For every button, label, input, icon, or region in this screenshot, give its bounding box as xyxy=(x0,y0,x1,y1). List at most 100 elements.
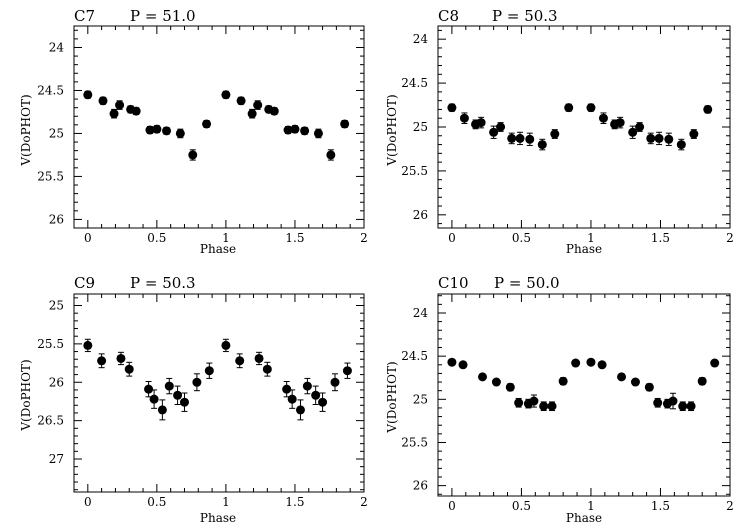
data-marker xyxy=(145,125,155,135)
data-marker xyxy=(668,396,678,406)
plot-frame xyxy=(73,25,365,229)
data-point xyxy=(550,129,560,139)
data-marker xyxy=(564,103,574,113)
x-axis-label: Phase xyxy=(566,511,602,525)
data-point xyxy=(597,360,607,370)
data-marker xyxy=(124,364,134,374)
data-point xyxy=(290,124,300,134)
data-point xyxy=(124,361,134,377)
data-point xyxy=(282,380,292,398)
data-marker xyxy=(173,390,183,400)
panel-id-label: C8 xyxy=(438,7,459,25)
data-marker xyxy=(644,382,654,392)
data-point xyxy=(144,380,154,398)
x-tick-label: 1.5 xyxy=(651,231,670,245)
y-tick-label: 25.5 xyxy=(37,337,64,351)
data-marker xyxy=(676,140,686,150)
data-marker xyxy=(116,353,126,363)
data-point xyxy=(644,382,654,392)
data-point xyxy=(635,122,645,132)
panel-c7: C7 P = 51.0 Phase V(DoPHOT) 0 0.5 1 1.5 2 24 2… xyxy=(19,7,368,256)
data-point xyxy=(235,353,245,369)
x-tick-label: 0.5 xyxy=(147,495,166,509)
data-marker xyxy=(253,100,263,110)
panel-period-label: P = 50.0 xyxy=(494,274,560,292)
x-tick-label: 0.5 xyxy=(147,231,166,245)
x-tick-label: 1 xyxy=(587,499,595,513)
x-tick-label: 0 xyxy=(448,499,456,513)
plot-frame xyxy=(73,293,365,493)
data-marker xyxy=(459,113,469,123)
x-tick-label: 0.5 xyxy=(512,499,531,513)
x-tick-label: 0 xyxy=(448,231,456,245)
data-marker xyxy=(157,405,167,415)
data-point xyxy=(676,138,686,151)
data-point xyxy=(269,106,279,116)
panel-period-label: P = 51.0 xyxy=(130,7,196,25)
data-point xyxy=(175,128,185,139)
data-marker xyxy=(247,109,257,119)
data-marker xyxy=(507,133,517,143)
y-tick-label: 26 xyxy=(413,479,428,493)
data-point xyxy=(202,119,212,129)
x-axis-label: Phase xyxy=(200,511,236,525)
x-tick-label: 1.5 xyxy=(285,231,304,245)
data-marker xyxy=(571,358,581,368)
x-tick-label: 1 xyxy=(222,495,230,509)
y-tick-label: 25 xyxy=(413,120,428,134)
data-point xyxy=(173,385,183,406)
x-tick-label: 1 xyxy=(222,231,230,245)
data-marker xyxy=(83,340,93,350)
data-point xyxy=(188,149,198,161)
data-marker xyxy=(131,106,141,116)
data-marker xyxy=(547,401,557,411)
data-point xyxy=(505,382,515,392)
data-marker xyxy=(282,384,292,394)
data-point xyxy=(283,125,293,135)
data-point xyxy=(330,373,340,392)
data-point xyxy=(571,358,581,368)
data-point xyxy=(83,338,93,353)
x-tick-label: 2 xyxy=(360,231,368,245)
y-tick-label: 26 xyxy=(413,208,428,222)
data-point xyxy=(447,357,457,367)
data-point xyxy=(83,90,93,100)
data-point xyxy=(476,116,486,129)
data-point xyxy=(491,377,501,387)
data-point xyxy=(525,132,535,146)
data-marker xyxy=(202,119,212,129)
panel-c9: C9 P = 50.3 Phase V(DoPHOT) 0 0.5 1 1.5 2 25 2… xyxy=(19,274,368,525)
data-marker xyxy=(525,134,535,144)
data-point xyxy=(564,103,574,113)
data-marker xyxy=(313,128,323,138)
data-marker xyxy=(254,353,264,363)
y-tick-label: 25.5 xyxy=(401,435,428,449)
data-point xyxy=(262,361,272,377)
data-marker xyxy=(586,357,596,367)
data-marker xyxy=(188,150,198,160)
y-tick-label: 26.5 xyxy=(37,414,64,428)
data-marker xyxy=(311,390,321,400)
data-marker xyxy=(300,126,310,136)
data-point xyxy=(537,138,547,151)
data-point xyxy=(342,362,352,379)
data-marker xyxy=(635,122,645,132)
data-point xyxy=(152,124,162,134)
data-marker xyxy=(550,129,560,139)
data-point xyxy=(630,377,640,387)
data-point xyxy=(628,125,638,139)
x-tick-label: 0.5 xyxy=(512,231,531,245)
data-marker xyxy=(302,381,312,391)
panel-c8: C8 P = 50.3 Phase V(DoPHOT) 0 0.5 1 1.5 2 24 2… xyxy=(385,7,734,256)
data-point xyxy=(703,104,713,114)
panel-period-label: P = 50.3 xyxy=(130,274,196,292)
data-marker xyxy=(149,394,159,404)
data-point xyxy=(447,103,457,113)
data-marker xyxy=(496,122,506,132)
data-point xyxy=(697,376,707,386)
data-point xyxy=(192,373,202,392)
data-point xyxy=(247,108,257,119)
y-axis-label: V(DoPHOT) xyxy=(385,94,399,166)
data-marker xyxy=(340,119,350,129)
